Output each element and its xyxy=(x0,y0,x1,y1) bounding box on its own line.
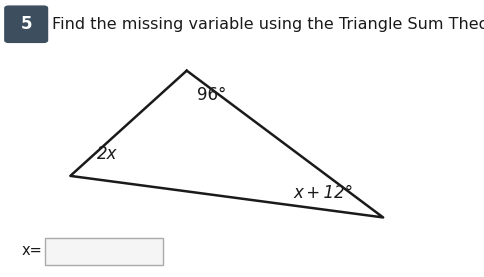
Text: 5: 5 xyxy=(20,15,32,33)
FancyBboxPatch shape xyxy=(45,238,163,265)
Text: 96°: 96° xyxy=(197,86,227,104)
Text: x=: x= xyxy=(22,243,43,258)
FancyBboxPatch shape xyxy=(5,6,47,42)
Text: x + 12°: x + 12° xyxy=(293,184,353,202)
Text: Find the missing variable using the Triangle Sum Theorem.: Find the missing variable using the Tria… xyxy=(52,17,484,32)
Text: 2x: 2x xyxy=(97,145,117,163)
